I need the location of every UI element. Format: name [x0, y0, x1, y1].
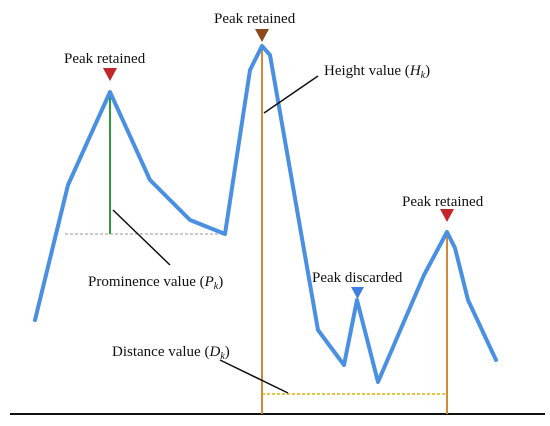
- peak-discarded-marker: [351, 287, 364, 299]
- peak-retained-label-1: Peak retained: [64, 51, 146, 67]
- signal-curve: [33, 44, 498, 384]
- peak-discarded-label: Peak discarded: [312, 270, 403, 286]
- height-leader: [263, 75, 319, 114]
- peak1-retained-marker: [103, 68, 117, 81]
- peak2-retained-marker: [255, 29, 269, 42]
- prominence-leader: [112, 209, 171, 266]
- height-value-label: Height value (Hk): [324, 63, 430, 81]
- distance-value-label: Distance value (Dk): [112, 344, 230, 362]
- peak-retained-label-2: Peak retained: [214, 11, 296, 27]
- peak3-retained-marker: [440, 209, 454, 222]
- distance-leader: [219, 359, 289, 394]
- peak-retained-label-3: Peak retained: [402, 194, 484, 210]
- prominence-value-label: Prominence value (Pk): [88, 274, 223, 292]
